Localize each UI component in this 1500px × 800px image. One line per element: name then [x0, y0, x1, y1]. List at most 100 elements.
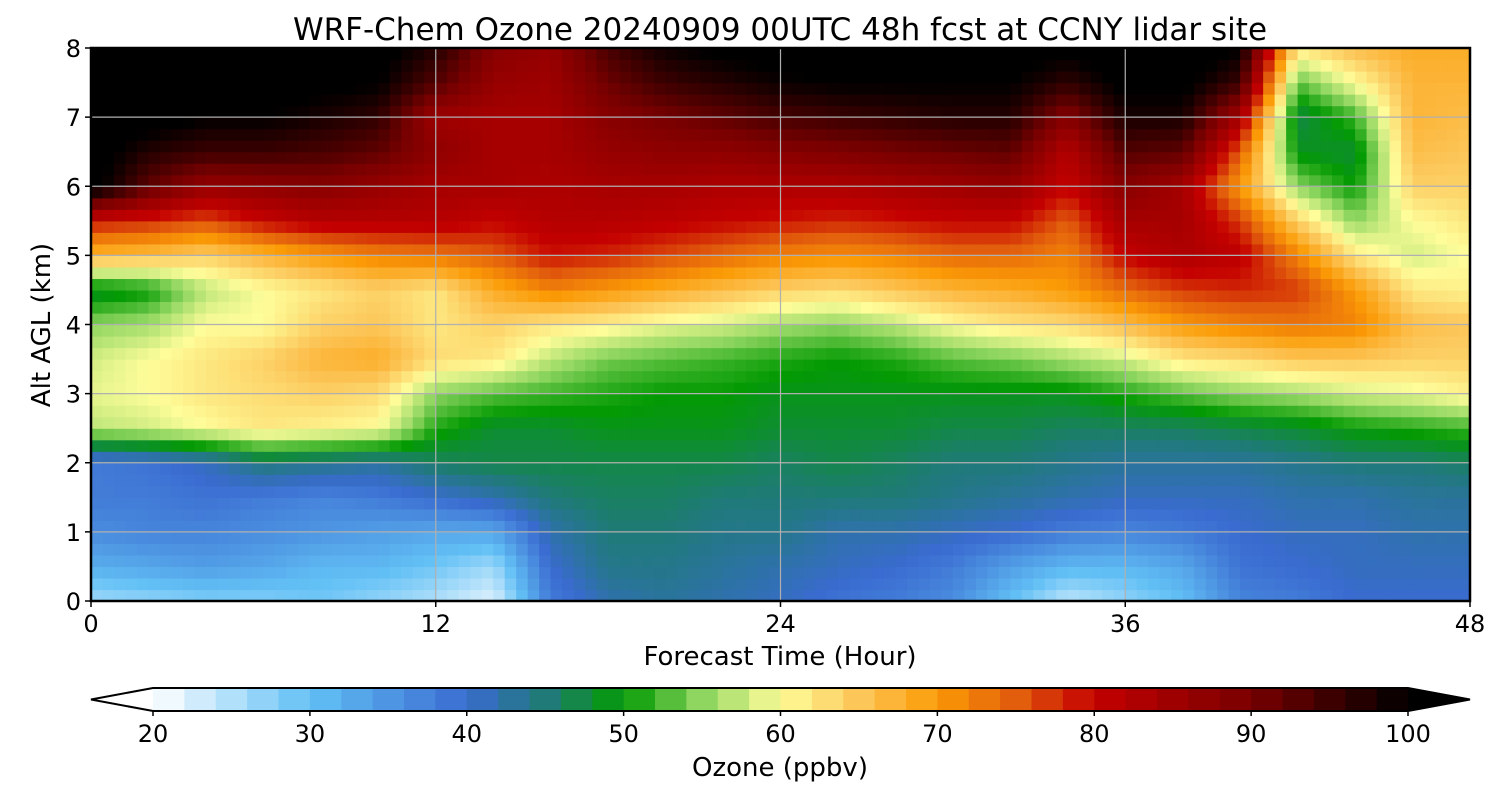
heatmap-cell	[654, 485, 667, 498]
heatmap-cell	[791, 186, 805, 199]
heatmap-cell	[504, 312, 517, 326]
heatmap-cell	[619, 71, 632, 84]
heatmap-cell	[860, 232, 874, 245]
heatmap-cell	[1251, 508, 1264, 521]
heatmap-cell	[91, 71, 104, 84]
heatmap-cell	[412, 278, 425, 291]
heatmap-cell	[309, 209, 322, 222]
heatmap-cell	[1079, 462, 1092, 475]
heatmap-cell	[504, 186, 517, 199]
heatmap-cell	[125, 324, 138, 337]
heatmap-cell	[734, 71, 747, 84]
heatmap-cell	[872, 520, 885, 533]
heatmap-cell	[1205, 174, 1218, 187]
heatmap-cell	[906, 48, 919, 61]
heatmap-cell	[654, 301, 667, 314]
heatmap-cell	[1148, 163, 1161, 176]
heatmap-cell	[814, 105, 828, 118]
heatmap-cell	[217, 301, 230, 314]
heatmap-cell	[366, 543, 379, 556]
heatmap-cell	[458, 174, 471, 187]
heatmap-cell	[608, 347, 621, 360]
heatmap-cell	[205, 232, 219, 245]
heatmap-cell	[1021, 94, 1034, 107]
heatmap-cell	[1159, 232, 1172, 245]
heatmap-cell	[251, 209, 264, 222]
heatmap-cell	[941, 186, 954, 199]
heatmap-cell	[746, 151, 759, 164]
heatmap-cell	[366, 312, 379, 326]
heatmap-cell	[734, 105, 747, 118]
heatmap-cell	[194, 128, 207, 141]
heatmap-cell	[355, 71, 368, 84]
heatmap-cell	[171, 105, 184, 118]
heatmap-cell	[585, 232, 598, 245]
heatmap-cell	[481, 554, 494, 568]
heatmap-cell	[286, 48, 299, 61]
heatmap-cell	[550, 393, 563, 406]
heatmap-cell	[987, 531, 1000, 544]
heatmap-cell	[435, 520, 448, 533]
heatmap-cell	[274, 105, 287, 118]
heatmap-cell	[596, 416, 609, 429]
heatmap-cell	[998, 186, 1011, 199]
heatmap-cell	[263, 577, 276, 591]
heatmap-cell	[171, 462, 184, 475]
heatmap-cell	[297, 128, 310, 141]
heatmap-cell	[734, 485, 747, 498]
heatmap-cell	[332, 462, 345, 475]
heatmap-cell	[1044, 71, 1057, 84]
heatmap-cell	[596, 405, 609, 418]
heatmap-cell	[952, 301, 965, 314]
heatmap-cell	[860, 151, 874, 164]
heatmap-cell	[608, 589, 621, 601]
heatmap-cell	[631, 163, 644, 176]
heatmap-cell	[585, 324, 598, 337]
heatmap-cell	[952, 462, 965, 475]
heatmap-cell	[228, 497, 241, 510]
heatmap-cell	[1044, 485, 1057, 498]
heatmap-cell	[711, 266, 724, 280]
heatmap-cell	[205, 266, 219, 280]
heatmap-cell	[91, 209, 104, 222]
heatmap-cell	[711, 577, 724, 591]
heatmap-cell	[941, 520, 954, 533]
heatmap-cell	[539, 382, 552, 395]
heatmap-cell	[297, 289, 310, 303]
heatmap-cell	[826, 370, 839, 383]
heatmap-cell	[102, 520, 115, 533]
heatmap-cell	[814, 197, 828, 210]
heatmap-cell	[711, 71, 724, 84]
heatmap-cell	[504, 451, 517, 464]
heatmap-cell	[1263, 301, 1276, 314]
heatmap-cell	[1113, 163, 1126, 176]
heatmap-cell	[791, 163, 805, 176]
heatmap-cell	[435, 174, 448, 187]
heatmap-cell	[516, 497, 529, 510]
heatmap-cell	[929, 82, 942, 95]
heatmap-cell	[734, 451, 747, 464]
heatmap-cell	[1102, 543, 1115, 556]
heatmap-cell	[929, 543, 942, 556]
heatmap-cell	[975, 451, 988, 464]
heatmap-cell	[849, 117, 862, 130]
heatmap-cell	[631, 255, 644, 268]
heatmap-cell	[320, 289, 333, 303]
heatmap-cell	[1274, 531, 1287, 544]
heatmap-cell	[125, 497, 138, 510]
heatmap-cell	[883, 220, 897, 233]
heatmap-cell	[746, 301, 759, 314]
heatmap-cell	[964, 497, 977, 510]
heatmap-cell	[1090, 474, 1103, 487]
heatmap-cell	[803, 301, 816, 314]
heatmap-cell	[481, 520, 494, 533]
heatmap-cell	[182, 347, 196, 360]
heatmap-cell	[159, 255, 173, 268]
heatmap-cell	[711, 186, 724, 199]
heatmap-cell	[929, 393, 942, 406]
heatmap-cell	[159, 393, 173, 406]
heatmap-cell	[263, 428, 276, 441]
heatmap-cell	[125, 140, 138, 153]
heatmap-cell	[228, 220, 241, 233]
heatmap-cell	[286, 428, 299, 441]
